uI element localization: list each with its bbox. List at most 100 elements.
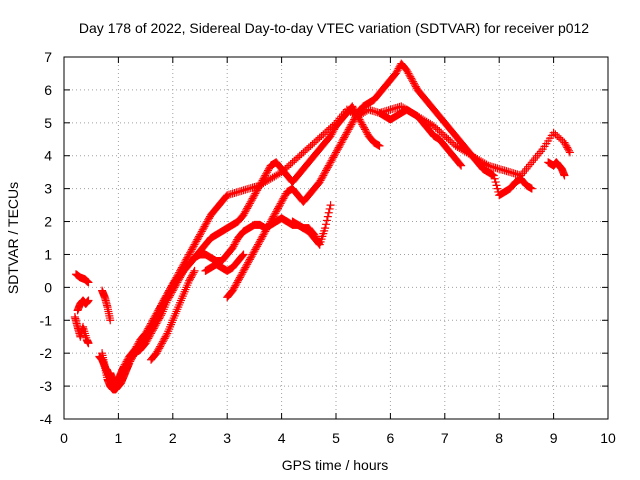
data-point xyxy=(269,212,278,221)
data-point xyxy=(529,156,538,165)
series-arc3 xyxy=(73,296,93,315)
data-point xyxy=(257,234,266,242)
data-point xyxy=(533,151,542,160)
data-point xyxy=(349,117,358,126)
data-point xyxy=(244,257,253,266)
data-point xyxy=(240,265,249,274)
data-point xyxy=(295,151,304,160)
data-point xyxy=(440,131,449,140)
data-point xyxy=(244,258,253,267)
data-point xyxy=(274,202,283,211)
data-point xyxy=(408,76,417,85)
data-point xyxy=(457,161,466,170)
data-point xyxy=(141,339,150,348)
data-point xyxy=(156,312,165,321)
data-point xyxy=(290,156,299,165)
data-point xyxy=(239,250,248,259)
data-point xyxy=(560,138,569,147)
data-point xyxy=(271,209,280,218)
data-point xyxy=(404,69,413,78)
data-point xyxy=(325,159,334,168)
data-point xyxy=(84,296,93,305)
x-tick-label: 1 xyxy=(115,430,123,446)
data-point xyxy=(261,227,270,236)
data-point xyxy=(259,230,268,239)
data-point xyxy=(228,243,237,252)
data-point xyxy=(273,204,282,213)
data-point xyxy=(134,339,143,348)
data-point xyxy=(322,166,331,175)
series-arc1 xyxy=(71,270,93,287)
data-point xyxy=(247,196,256,205)
data-point xyxy=(321,224,330,233)
data-point xyxy=(301,146,310,155)
data-point xyxy=(322,220,331,229)
data-point xyxy=(157,311,166,320)
data-point xyxy=(200,222,209,231)
data-point xyxy=(411,82,420,91)
y-tick-label: 5 xyxy=(44,115,52,131)
x-tick-label: 2 xyxy=(169,430,177,446)
data-point xyxy=(317,131,326,140)
data-point xyxy=(234,276,243,285)
data-point xyxy=(144,334,153,343)
data-point xyxy=(149,324,158,333)
y-tick-label: -4 xyxy=(40,411,53,427)
data-point xyxy=(302,145,311,154)
x-axis-label: GPS time / hours xyxy=(282,457,389,473)
data-point xyxy=(549,128,558,137)
data-point xyxy=(244,202,253,211)
data-point xyxy=(145,332,154,341)
data-point xyxy=(318,173,327,182)
data-point xyxy=(312,136,321,145)
data-point xyxy=(192,237,201,246)
data-point xyxy=(276,199,285,208)
data-point xyxy=(329,153,338,162)
data-point xyxy=(319,130,328,139)
data-point xyxy=(248,250,257,259)
data-point xyxy=(326,158,335,167)
data-point xyxy=(255,237,264,246)
data-point xyxy=(121,362,130,371)
data-point xyxy=(446,136,455,145)
data-points xyxy=(70,59,574,394)
data-point xyxy=(321,168,330,177)
data-point xyxy=(297,150,306,159)
data-point xyxy=(333,145,342,154)
data-point xyxy=(186,273,195,282)
data-point xyxy=(493,184,502,193)
data-point xyxy=(286,159,295,168)
data-point xyxy=(437,128,446,137)
data-point xyxy=(315,178,324,187)
data-point xyxy=(311,232,320,241)
data-point xyxy=(330,125,339,134)
data-point xyxy=(254,184,263,193)
data-point xyxy=(565,148,574,157)
data-point xyxy=(228,286,237,295)
series-arc11 xyxy=(201,250,248,275)
x-tick-label: 3 xyxy=(223,430,231,446)
data-point xyxy=(194,234,203,242)
data-point xyxy=(444,135,453,144)
data-point xyxy=(172,280,181,289)
data-point xyxy=(150,322,159,331)
data-point xyxy=(330,151,339,160)
data-point xyxy=(361,125,370,134)
data-point xyxy=(161,332,170,341)
data-point xyxy=(270,210,279,219)
data-point xyxy=(336,140,345,149)
data-point xyxy=(154,345,163,354)
data-point xyxy=(328,155,337,164)
y-tick-label: 2 xyxy=(44,214,52,230)
data-point xyxy=(251,245,260,254)
data-point xyxy=(186,247,195,256)
data-point xyxy=(392,67,401,76)
data-point xyxy=(251,189,260,198)
data-point xyxy=(187,245,196,254)
data-point xyxy=(196,229,205,238)
data-point xyxy=(147,327,156,336)
series-arc10 xyxy=(288,201,335,249)
data-point xyxy=(123,359,132,368)
data-point xyxy=(429,122,438,131)
data-point xyxy=(284,161,293,170)
